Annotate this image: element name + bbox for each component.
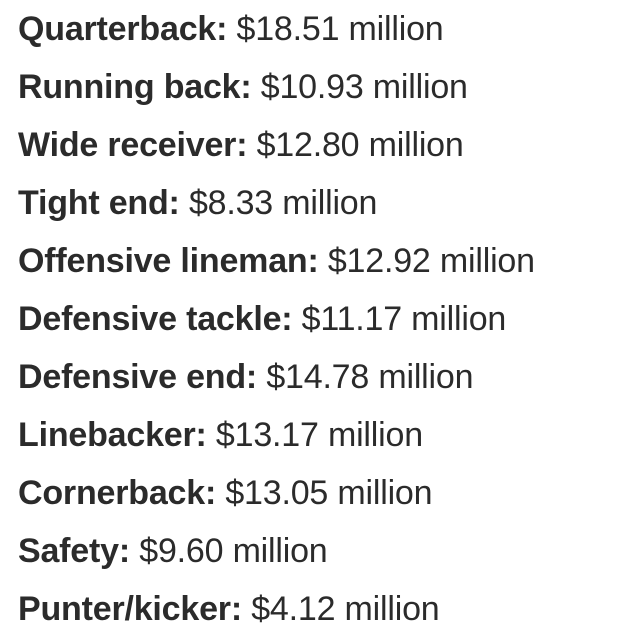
position-label: Linebacker: [18,416,207,454]
salary-value: $9.60 million [139,532,328,570]
list-item-defensive-tackle: Defensive tackle: $11.17 million [18,290,535,348]
position-label: Tight end: [18,184,180,222]
position-label: Running back: [18,68,252,106]
salary-value: $10.93 million [260,68,468,106]
list-item-running-back: Running back: $10.93 million [18,58,535,116]
salary-value: $18.51 million [236,10,444,48]
position-label: Safety: [18,532,130,570]
position-label: Cornerback: [18,474,217,512]
position-label: Quarterback: [18,10,228,48]
list-item-punter-kicker: Punter/kicker: $4.12 million [18,580,535,638]
salary-value: $13.05 million [225,474,433,512]
list-item-linebacker: Linebacker: $13.17 million [18,406,535,464]
salary-value: $11.17 million [301,300,507,338]
salary-value: $12.92 million [327,242,535,280]
position-label: Offensive lineman: [18,242,319,280]
position-label: Punter/kicker: [18,590,242,628]
list-item-quarterback: Quarterback: $18.51 million [18,0,535,58]
list-item-wide-receiver: Wide receiver: $12.80 million [18,116,535,174]
position-label: Defensive end: [18,358,258,396]
position-label: Wide receiver: [18,126,248,164]
salary-value: $12.80 million [256,126,464,164]
list-item-cornerback: Cornerback: $13.05 million [18,464,535,522]
salary-list: Quarterback: $18.51 million Running back… [18,0,535,638]
salary-value: $14.78 million [266,358,474,396]
list-item-safety: Safety: $9.60 million [18,522,535,580]
list-item-tight-end: Tight end: $8.33 million [18,174,535,232]
salary-value: $4.12 million [251,590,440,628]
salary-value: $8.33 million [188,184,378,222]
list-item-defensive-end: Defensive end: $14.78 million [18,348,535,406]
list-item-offensive-lineman: Offensive lineman: $12.92 million [18,232,535,290]
position-label: Defensive tackle: [18,300,293,338]
salary-value: $13.17 million [215,416,423,454]
